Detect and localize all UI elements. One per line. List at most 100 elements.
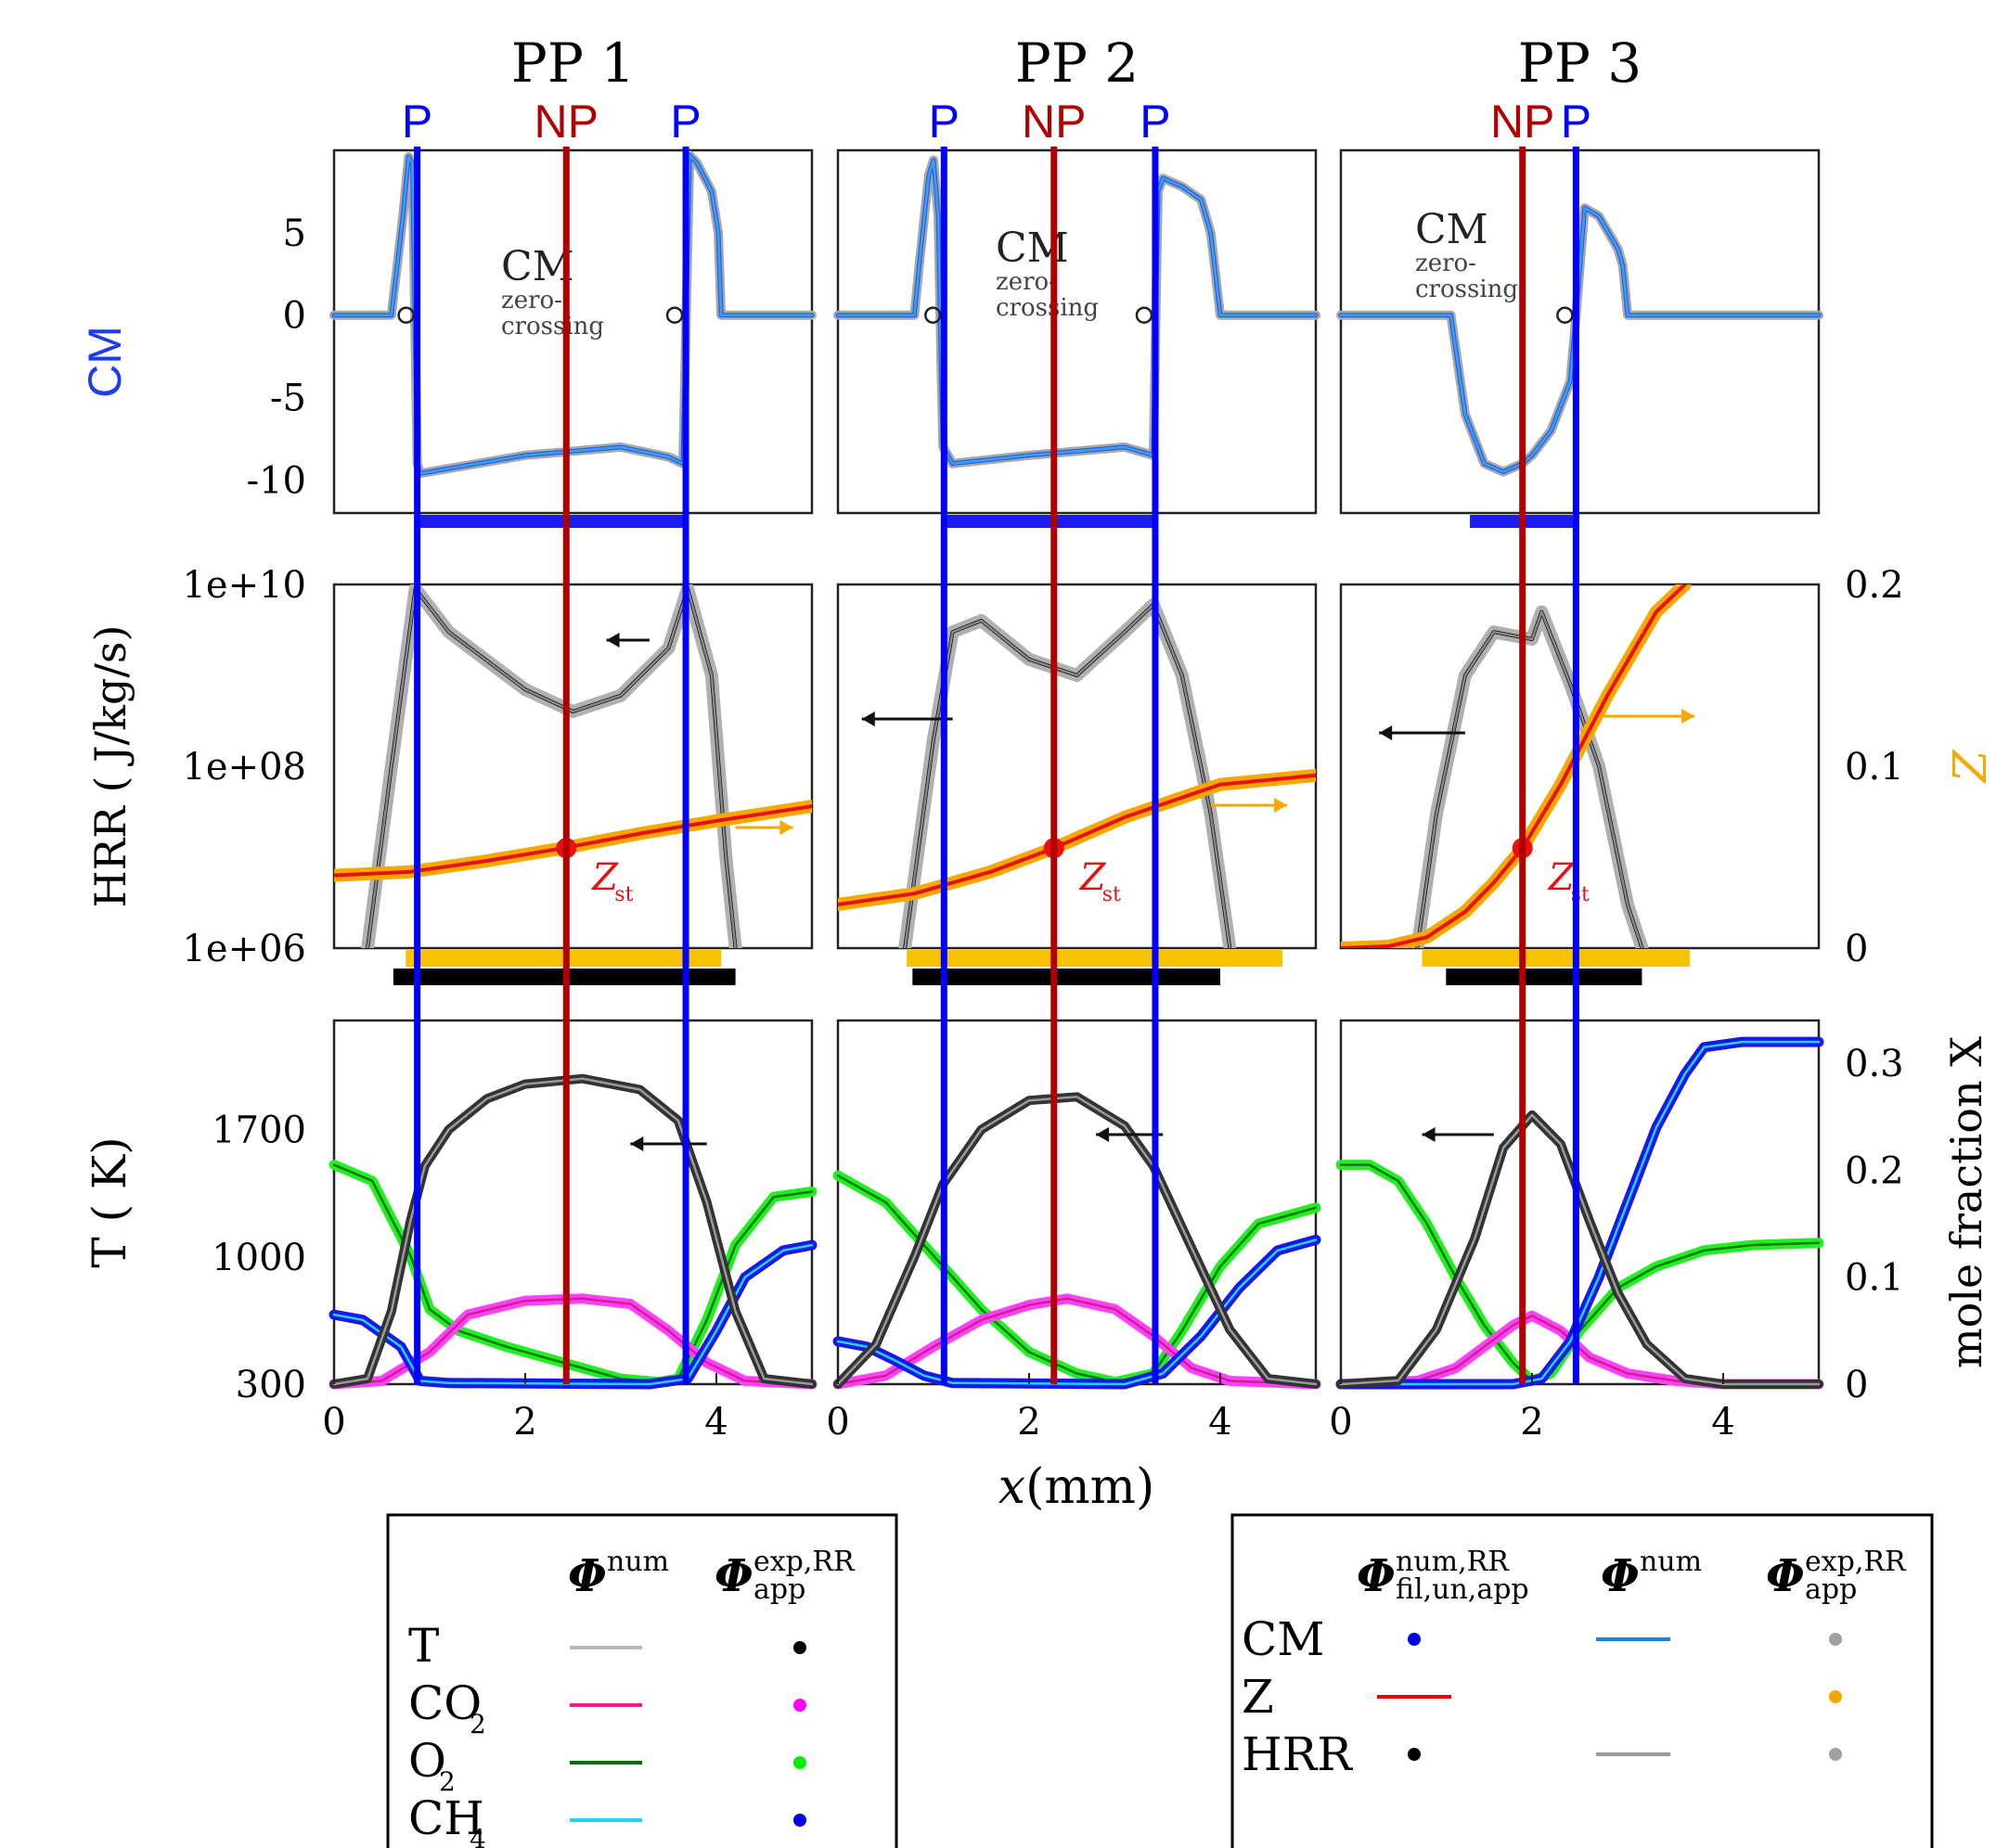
x-axis-label: x(mm) (998, 1459, 1155, 1515)
column-title-2: PP 2 (1015, 32, 1139, 95)
zero-crossing-marker (397, 306, 415, 324)
hrr-panel-1: Zst (332, 583, 814, 950)
legend-1-dot-swatch (793, 1641, 806, 1654)
legend-1-label-subscript: 2 (470, 1709, 486, 1739)
hrr-num-line (366, 587, 737, 948)
legend-2-num-header-superscript: num (1640, 1546, 1702, 1578)
x-tick-label: 2 (1520, 1401, 1543, 1444)
arrow-head (1422, 1127, 1436, 1142)
legend-2-exp-header-superscript: exp,RR (1805, 1546, 1907, 1578)
x-tick-label: 2 (1017, 1401, 1040, 1444)
x-tick-label: 2 (513, 1401, 536, 1444)
mole-tick-label: 0.2 (1845, 1149, 1904, 1192)
legend-2-dot-swatch (1829, 1690, 1842, 1703)
x-tick-label: 4 (1208, 1401, 1231, 1444)
legend-2-dot-swatch (1408, 1748, 1421, 1761)
cm-annotation: CM (501, 243, 574, 290)
arrow-head (861, 712, 875, 726)
ch4-num-line (836, 1238, 1318, 1386)
t-num-line (836, 1096, 1318, 1386)
hrr-tick-label: 1e+08 (182, 746, 306, 789)
o2-num-line (332, 1163, 814, 1383)
legend-1-label-subscript: 2 (439, 1766, 456, 1797)
hrr-axis-label: HRR ( J/kg/s) (85, 625, 135, 908)
zero-crossing-marker (1135, 306, 1153, 324)
arrow-head (1681, 709, 1695, 724)
z-tick-label: 0.2 (1845, 564, 1904, 607)
crossing-annotation: crossing (1415, 276, 1518, 303)
x-axis-unit: (mm) (1025, 1459, 1154, 1515)
cm-num-line (1339, 206, 1821, 473)
marker-label-p: P (1140, 96, 1170, 148)
zst-label: Z (590, 856, 619, 899)
marker-label-p: P (929, 96, 959, 148)
cm-tick-label: -5 (270, 378, 306, 420)
x-tick-label: 4 (1711, 1401, 1734, 1444)
hrr-clipped (1341, 584, 1692, 948)
o2-num-line (836, 1174, 1318, 1383)
t-num-line (332, 1077, 814, 1386)
arrow-head (630, 1136, 644, 1151)
x-tick-label: 0 (1329, 1401, 1352, 1444)
zero-annotation: zero- (1415, 250, 1476, 277)
cm-plot-frame (836, 148, 1318, 515)
t-panel-3: 0 2 4 (1329, 1019, 1824, 1444)
hrr-range-bar (1446, 969, 1642, 985)
cm-annotation: CM (996, 225, 1069, 272)
legend-2-exp-header-symbol: Φ (1766, 1550, 1805, 1602)
z-range-bar (907, 950, 1282, 967)
cm-plot-frame (1339, 148, 1821, 515)
cm-num-line (836, 159, 1318, 465)
legend-2-label: CM (1242, 1612, 1324, 1666)
legend-1-label: CH (408, 1791, 484, 1845)
hrr-panel-3: Zst (1339, 583, 1821, 950)
t-tick-label: 1000 (212, 1237, 306, 1279)
z-num-line (1341, 584, 1687, 948)
mole-tick-label: 0 (1845, 1364, 1868, 1406)
hrr-tick-label: 1e+06 (182, 928, 306, 970)
legend-2-label: HRR (1242, 1727, 1353, 1781)
crossing-annotation: crossing (501, 313, 604, 340)
marker-label-p: P (402, 96, 432, 148)
legend-1-num-header-superscript: num (607, 1546, 669, 1578)
arrow-head (606, 633, 620, 648)
cm-tick-label: -10 (247, 459, 306, 502)
x-tick-label: 0 (322, 1401, 345, 1444)
legend-1-label: T (408, 1619, 439, 1673)
legend-2-label: Z (1242, 1670, 1274, 1724)
legend-2-filtered-header-subscript: fil,un,app (1396, 1573, 1529, 1606)
legend-1-box (386, 1513, 898, 1848)
legend-1-exp-header-symbol: Φ (715, 1550, 753, 1602)
hrr-tick-label: 1e+10 (182, 564, 306, 607)
legend-2-box (1230, 1513, 1934, 1848)
arrow-head (779, 820, 793, 835)
t-num-line (1339, 1113, 1821, 1386)
legend-2-dot-swatch (1408, 1633, 1421, 1646)
zero-crossing-marker (665, 306, 684, 324)
cm-tick-label: 5 (283, 212, 306, 255)
legend-1-label: CO (408, 1676, 482, 1730)
marker-label-np: NP (1490, 96, 1554, 148)
legend-1-dot-swatch (793, 1814, 806, 1827)
arrow-head (1274, 798, 1288, 813)
legend-1-label-subscript: 4 (470, 1824, 486, 1848)
cm-negative-region-bar (417, 515, 687, 528)
t-axis-label: T ( K) (83, 1136, 136, 1268)
legend-1-dot-swatch (793, 1699, 806, 1712)
zero-crossing-marker (1556, 306, 1574, 324)
mole-fraction-axis-label: mole fraction X (1941, 1036, 1991, 1368)
marker-label-np: NP (1022, 96, 1086, 148)
arrow-head (1096, 1127, 1110, 1142)
hrr-panel-2: Zst (836, 583, 1318, 950)
legend-1-exp-header-superscript: exp,RR (753, 1546, 856, 1578)
mole-tick-label: 0.1 (1845, 1257, 1904, 1300)
marker-label-np: NP (534, 96, 599, 148)
column-title-1: PP 1 (511, 32, 635, 95)
legend-1-dot-swatch (793, 1756, 806, 1769)
hrr-range-bar (912, 969, 1220, 985)
t-panel-2: 0 2 4 (826, 1019, 1321, 1444)
t-plot-frame (836, 1019, 1318, 1386)
